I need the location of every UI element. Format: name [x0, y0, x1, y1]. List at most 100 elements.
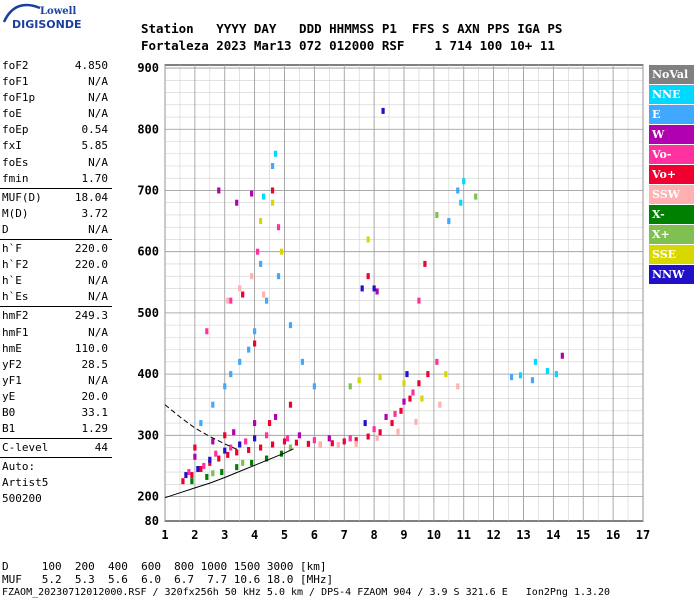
data-point — [193, 444, 197, 451]
data-point — [279, 248, 284, 255]
param-label: yF1 — [2, 373, 22, 387]
data-point — [300, 358, 305, 365]
x-tick-label: 8 — [371, 528, 378, 542]
x-tick-label: 11 — [457, 528, 471, 542]
logo-swoosh-icon — [2, 3, 41, 23]
param-value: N/A — [88, 325, 108, 339]
data-point — [208, 459, 212, 466]
data-point — [372, 426, 376, 433]
data-point — [462, 178, 466, 185]
param-value: N/A — [88, 222, 108, 236]
param-label: C-level — [2, 441, 49, 455]
data-point — [444, 371, 448, 378]
data-point — [184, 472, 188, 479]
param-label: MUF(D) — [2, 190, 42, 204]
legend-entry: Vo+ — [649, 165, 694, 184]
param-value: N/A — [88, 373, 108, 387]
param-label: h`F2 — [2, 258, 29, 272]
param-row: hmF1 N/A — [0, 325, 112, 341]
data-point — [375, 288, 379, 295]
data-point — [253, 435, 257, 442]
data-point — [518, 372, 523, 379]
data-point — [420, 395, 424, 402]
data-point — [250, 459, 254, 466]
data-point — [399, 407, 403, 414]
polarization-legend: NoVal NNE E W Vo- Vo+ SSW X- X+ SSE NNW — [649, 65, 694, 285]
data-point — [554, 371, 558, 378]
data-point — [342, 438, 346, 445]
param-row: foEs N/A — [0, 155, 112, 171]
param-separator — [0, 306, 112, 308]
param-label: B1 — [2, 422, 16, 436]
data-point — [282, 438, 287, 445]
file-info-line: FZAOM_20230712012000.RSF / 320fx256h 50 … — [2, 587, 611, 598]
legend-entry: NNE — [649, 85, 694, 104]
data-point — [545, 368, 549, 375]
param-value: 5.85 — [81, 139, 109, 153]
data-point — [211, 401, 215, 408]
param-row: hmF2 249.3 — [0, 308, 112, 324]
data-point — [375, 434, 379, 441]
data-point — [229, 371, 233, 378]
param-row: C-level 44 — [0, 440, 112, 456]
data-point — [253, 340, 257, 347]
data-point — [327, 435, 331, 442]
param-row: foF2 4.850 — [0, 58, 112, 74]
legend-entry: NoVal — [649, 65, 694, 84]
param-label: foF1p — [2, 91, 36, 105]
data-point — [306, 440, 310, 447]
x-tick-label: 1 — [161, 528, 168, 542]
autoscaling-info: 500200 — [2, 492, 42, 506]
data-point — [363, 420, 367, 427]
data-point — [414, 418, 418, 425]
data-point — [384, 413, 388, 420]
param-value: N/A — [88, 290, 108, 304]
y-tick-label: 800 — [137, 122, 159, 136]
param-row: foE N/A — [0, 106, 112, 122]
param-value: 0.54 — [81, 123, 109, 137]
data-point — [256, 248, 260, 255]
x-tick-label: 10 — [427, 528, 441, 542]
data-point — [244, 438, 248, 445]
logo-name: DIGISONDE — [12, 18, 82, 31]
data-point — [181, 478, 185, 485]
y-tick-label: 700 — [137, 183, 159, 197]
data-point — [267, 420, 272, 427]
param-label: yF2 — [2, 357, 22, 371]
legend-entry: Vo- — [649, 145, 694, 164]
param-value: 220.0 — [74, 258, 108, 272]
data-point — [417, 297, 421, 304]
data-point — [261, 193, 266, 200]
data-point — [238, 285, 242, 292]
param-row: hmE 110.0 — [0, 341, 112, 357]
data-point — [285, 435, 290, 442]
data-point — [348, 435, 352, 442]
data-point — [190, 478, 194, 485]
param-row: fmin 1.70 — [0, 171, 112, 187]
data-point — [423, 260, 427, 267]
data-point — [288, 444, 293, 451]
y-tick-label: 900 — [137, 61, 159, 75]
data-point — [509, 374, 514, 381]
data-point — [360, 285, 364, 292]
param-value: 28.5 — [81, 357, 109, 371]
data-point — [426, 371, 430, 378]
param-label: yE — [2, 389, 16, 403]
param-label: hmF1 — [2, 325, 29, 339]
legend-entry: NNW — [649, 265, 694, 284]
data-point — [366, 273, 370, 280]
data-point — [459, 199, 463, 206]
data-point — [378, 374, 382, 381]
param-value: 44 — [94, 441, 108, 455]
data-point — [408, 395, 412, 402]
param-value: N/A — [88, 107, 108, 121]
data-point — [312, 437, 316, 444]
data-point — [372, 285, 376, 292]
param-label: h`E — [2, 274, 22, 288]
data-point — [312, 383, 316, 390]
data-point — [196, 465, 200, 472]
data-point — [276, 224, 281, 231]
data-point — [241, 459, 245, 466]
x-tick-label: 14 — [546, 528, 560, 542]
